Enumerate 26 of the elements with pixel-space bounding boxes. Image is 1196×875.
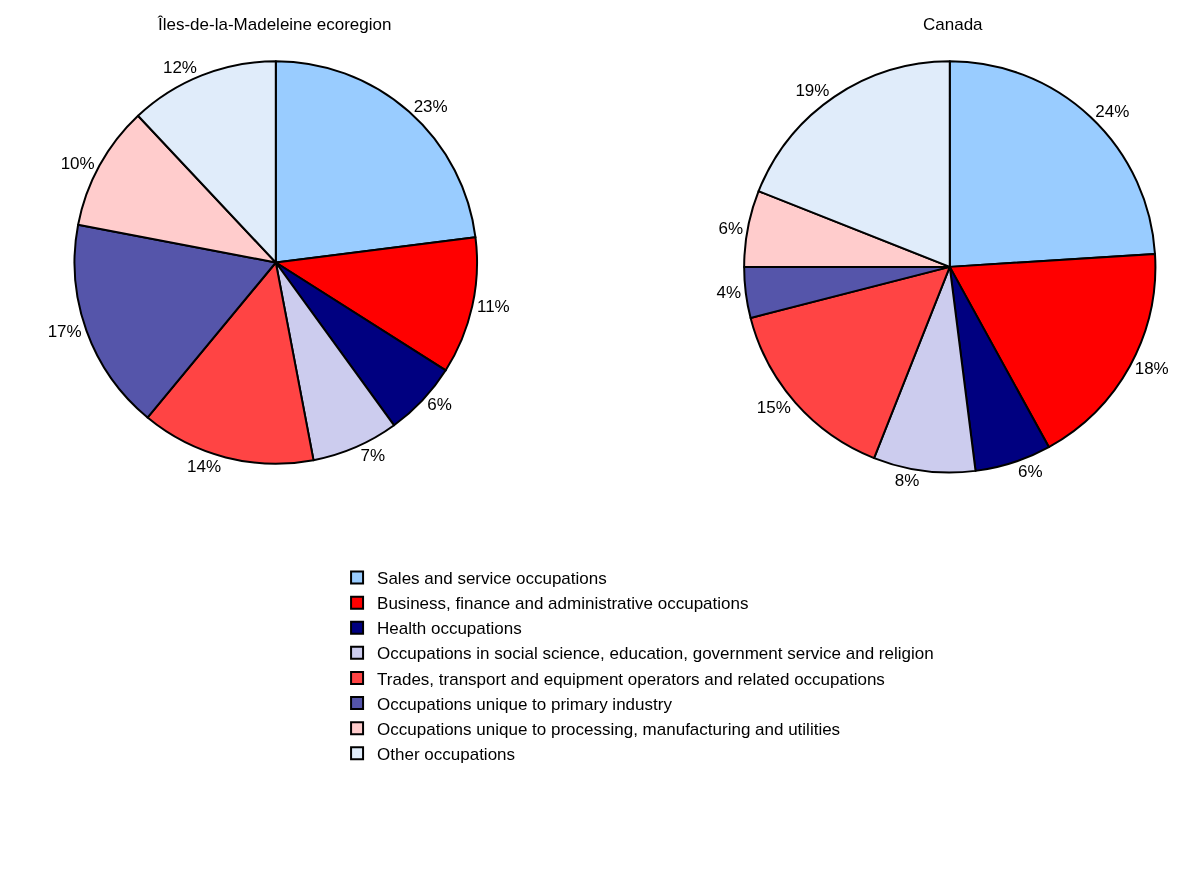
data-label: 11% — [476, 297, 510, 317]
data-label: 14% — [186, 456, 221, 476]
data-label: 8% — [894, 470, 920, 490]
data-label: 24% — [1095, 102, 1130, 122]
legend-label: Occupations unique to processing, manufacturing and utilities — [377, 719, 841, 739]
chart-title: Îles-de-la-Madeleine ecoregion — [157, 15, 392, 34]
data-label: 10% — [60, 153, 95, 173]
data-label: 7% — [360, 445, 386, 465]
data-label: 17% — [47, 322, 82, 342]
legend-label: Business, finance and administrative occupations — [377, 594, 749, 614]
data-label: 12% — [162, 57, 197, 77]
data-label: 19% — [795, 80, 830, 100]
legend-label: Occupations in social science, education, government service and religion — [377, 644, 934, 664]
legend-label: Occupations unique to primary industry — [377, 694, 673, 714]
data-label: 18% — [1134, 358, 1169, 378]
data-label: 4% — [716, 283, 742, 303]
data-label: 6% — [1018, 461, 1043, 481]
legend-label: Other occupations — [377, 744, 516, 764]
data-label: 15% — [756, 397, 791, 417]
legend-label: Health occupations — [377, 619, 522, 639]
legend-label: Trades, transport and equipment operators and related occupations — [377, 669, 885, 689]
data-label: 23% — [413, 96, 448, 116]
data-label: 6% — [718, 218, 744, 238]
legend-label: Sales and service occupations — [377, 569, 607, 589]
data-label: 6% — [427, 395, 452, 415]
chart-title: Canada — [923, 15, 984, 34]
